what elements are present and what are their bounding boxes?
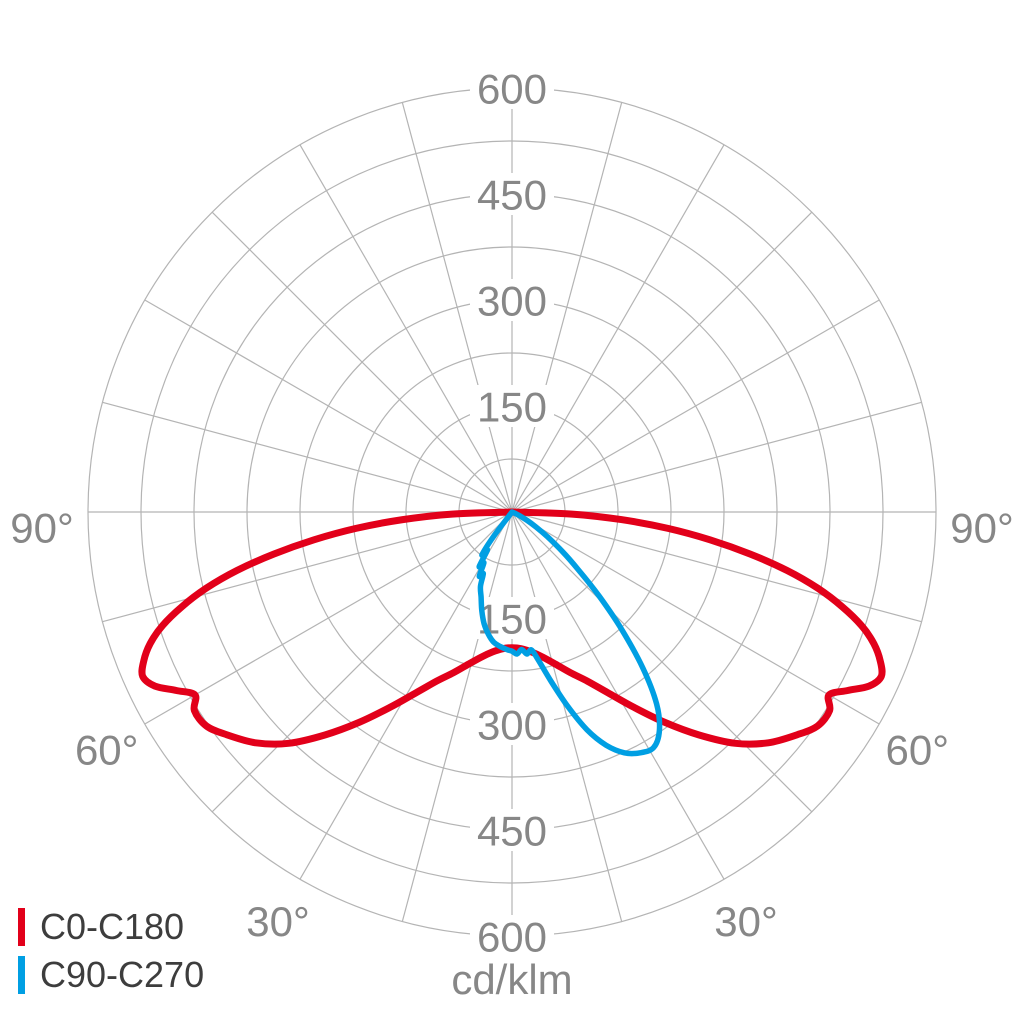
tick-label-bg xyxy=(470,385,554,427)
grid-spoke xyxy=(144,511,513,725)
radial-tick-label: 300 xyxy=(477,278,547,325)
radial-tick-label: 150 xyxy=(477,384,547,431)
tick-label-bg xyxy=(470,809,554,851)
radial-tick-label: 450 xyxy=(477,808,547,855)
radial-tick-label: 300 xyxy=(477,702,547,749)
grid-spoke xyxy=(511,511,813,813)
grid-spoke xyxy=(511,511,880,725)
angle-label: 60° xyxy=(886,727,950,774)
legend-swatch-c90-c270 xyxy=(18,956,25,994)
radial-tick-label: 450 xyxy=(477,172,547,219)
angle-label: 90° xyxy=(10,505,74,552)
legend-swatch-c0-c180 xyxy=(18,908,25,946)
tick-label-bg xyxy=(470,67,554,109)
tick-label-bg xyxy=(470,703,554,745)
grid-spoke xyxy=(511,511,922,623)
grid-spoke xyxy=(511,299,880,513)
legend-label-c0-c180: C0-C180 xyxy=(40,906,185,947)
grid-spoke xyxy=(299,144,513,513)
tick-label-bg xyxy=(470,173,554,215)
radial-tick-label: 600 xyxy=(477,66,547,113)
tick-label-bg xyxy=(470,915,554,957)
grid-spoke xyxy=(102,511,513,623)
grid-spoke xyxy=(211,211,513,513)
legend-item-c0-c180: C0-C180 xyxy=(18,906,204,948)
grid-spoke xyxy=(401,511,513,922)
radial-tick-label: 600 xyxy=(477,914,547,961)
grid-spoke xyxy=(511,511,623,922)
curve-c0-c180 xyxy=(138,508,886,748)
grid-spoke xyxy=(511,401,922,513)
units-label: cd/klm xyxy=(451,956,573,1003)
angle-label: 30° xyxy=(714,898,778,945)
legend-item-c90-c270: C90-C270 xyxy=(18,954,204,996)
angle-label: 60° xyxy=(75,727,139,774)
legend: C0-C180 C90-C270 xyxy=(18,906,204,996)
curve-c90-c270 xyxy=(476,509,663,757)
tick-label-bg xyxy=(470,279,554,321)
grid-spoke xyxy=(511,211,813,513)
grid-spoke xyxy=(144,299,513,513)
grid-spoke xyxy=(401,102,513,513)
legend-label-c90-c270: C90-C270 xyxy=(40,954,205,995)
grid-spoke xyxy=(511,144,725,513)
angle-label: 30° xyxy=(246,898,310,945)
grid-spoke xyxy=(511,102,623,513)
grid-spoke xyxy=(102,401,513,513)
grid-spoke xyxy=(211,511,513,813)
angle-label: 90° xyxy=(950,505,1014,552)
